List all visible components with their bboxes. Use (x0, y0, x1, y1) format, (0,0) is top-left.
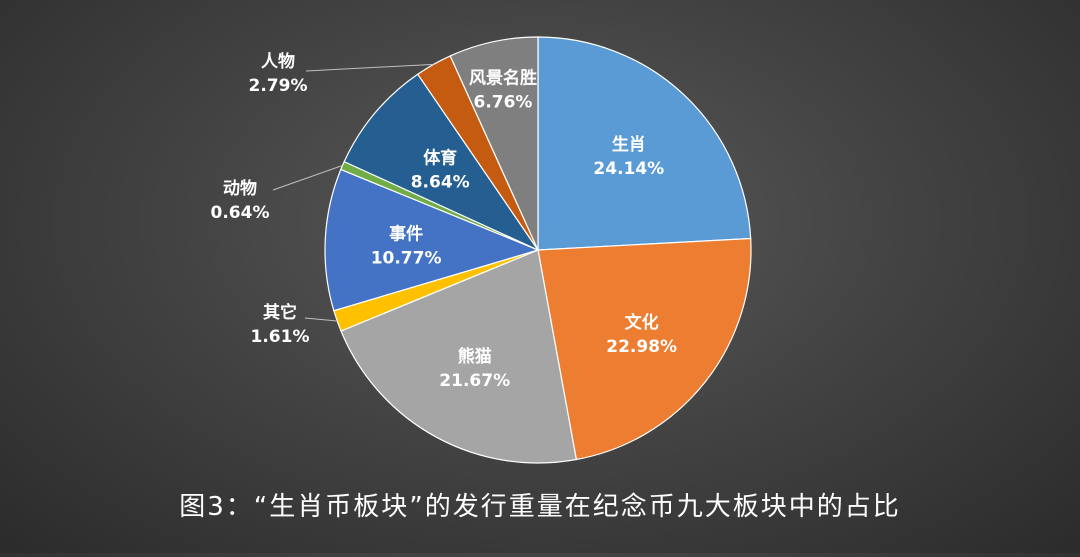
pie-slice-8 (449, 36, 539, 251)
slice-label-1: 文化 (625, 312, 659, 333)
pie-slice-6 (343, 73, 540, 252)
slice-label-8: 风景名胜 (469, 68, 537, 89)
leader-line-3 (304, 317, 338, 322)
pie-slice-2 (340, 249, 578, 464)
slice-label-7: 人物 (261, 51, 295, 72)
slice-value-2: 21.67% (439, 371, 510, 391)
slice-value-5: 0.64% (211, 203, 270, 223)
slice-label-6: 体育 (423, 148, 457, 169)
slice-value-6: 8.64% (411, 173, 470, 193)
slice-label-3: 其它 (263, 302, 297, 323)
slice-label-0: 生肖 (612, 134, 646, 155)
slice-labels: 生肖 24.14% 文化 22.98% 熊猫 21.67% 其它 1.61% 事件 10.77% 动… (211, 51, 678, 391)
slice-value-7: 2.79% (249, 76, 308, 96)
pie-slice-0 (537, 36, 752, 251)
slice-value-8: 6.76% (473, 93, 532, 113)
slice-value-0: 24.14% (593, 159, 664, 179)
slice-value-3: 1.61% (251, 327, 310, 347)
pie-slice-1 (537, 237, 752, 461)
leader-line-5 (272, 165, 343, 191)
slice-label-4: 事件 (389, 223, 423, 244)
slice-label-2: 熊猫 (458, 346, 492, 367)
slice-value-1: 22.98% (606, 337, 677, 357)
pie-slice-4 (324, 168, 540, 312)
leader-line-7 (305, 63, 434, 72)
slice-label-5: 动物 (223, 178, 257, 199)
slice-value-4: 10.77% (371, 248, 442, 268)
leader-lines (272, 63, 434, 322)
pie-slices (324, 36, 752, 464)
figure-caption: 图3：“生肖币板块”的发行重量在纪念币九大板块中的占比 (179, 492, 901, 522)
